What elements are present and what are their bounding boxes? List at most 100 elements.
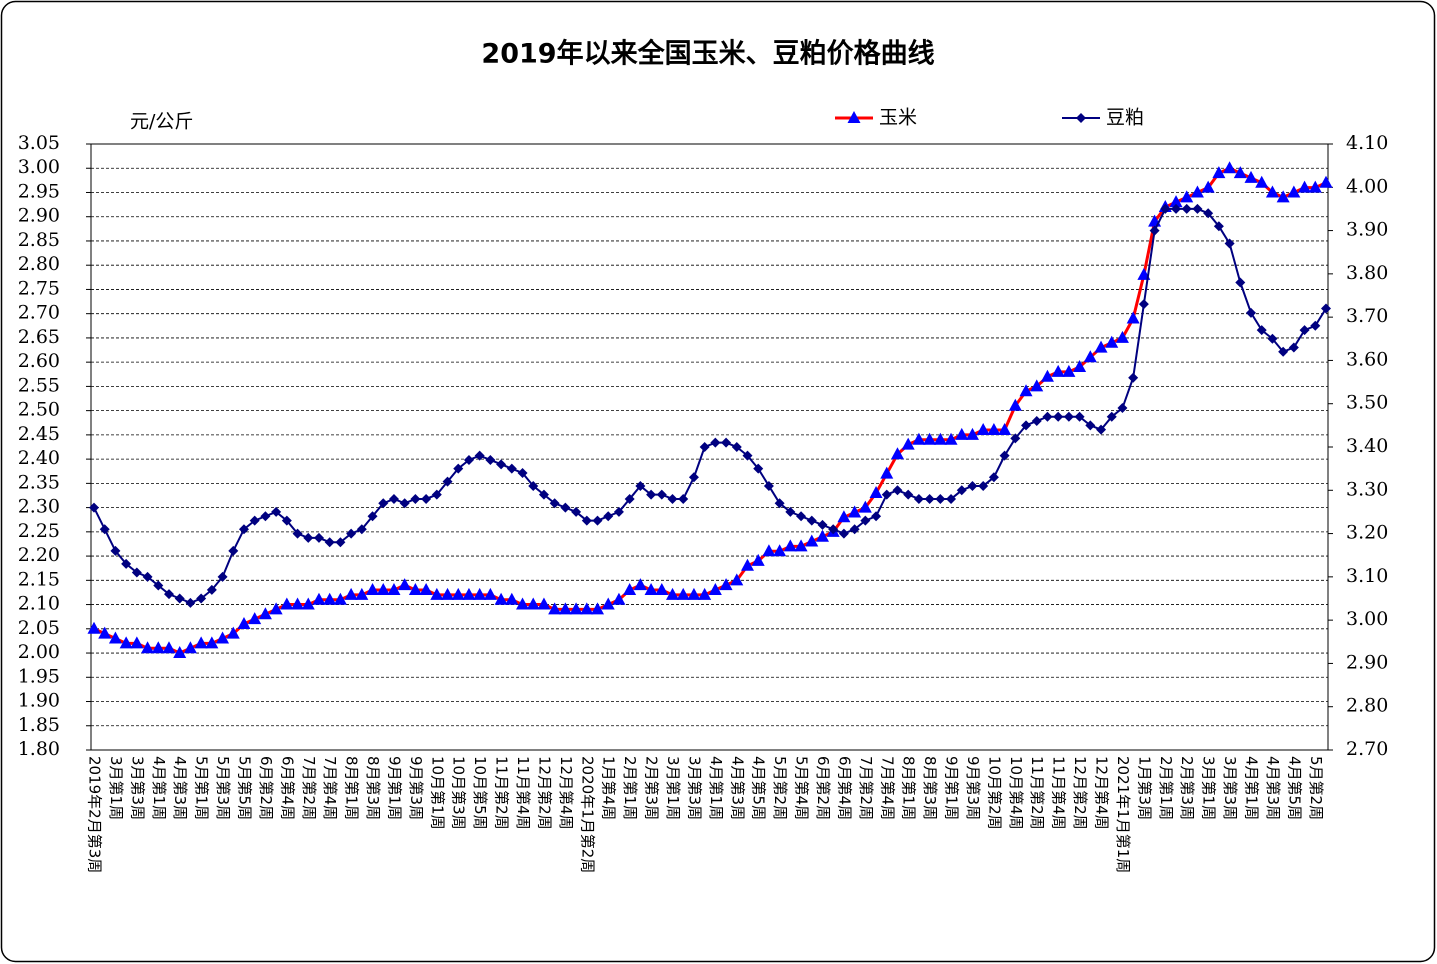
marker [1256,325,1267,336]
x-tick-label: 2020年1月第2周 [578,756,596,873]
y-tick-label: 2.40 [18,447,60,469]
x-tick-label: 3月第1周 [107,756,125,820]
x-tick-label: 11月第4周 [514,756,532,830]
marker [248,612,262,625]
marker [335,537,346,548]
marker [344,587,358,600]
marker [410,493,421,504]
marker [526,597,540,610]
marker [271,506,282,517]
marker [226,626,240,639]
marker [569,602,583,615]
x-tick-label: 5月第2周 [1307,756,1325,820]
marker [228,545,239,556]
x-tick-label: 11月第2周 [493,756,511,830]
marker [838,528,849,539]
marker [451,587,465,600]
marker [955,427,969,440]
marker [258,607,272,620]
marker [1180,190,1194,203]
y2-tick-label: 3.70 [1346,305,1388,327]
marker [740,558,754,571]
marker [1212,166,1226,179]
marker [1021,420,1032,431]
marker [1105,335,1119,348]
y-tick-label: 2.85 [18,229,60,251]
y-tick-label: 2.80 [18,253,60,275]
y2-tick-label: 3.60 [1346,348,1388,370]
marker [1083,350,1097,363]
marker [110,545,121,556]
x-tick-label: 2月第1周 [1157,756,1175,820]
marker [99,524,110,535]
x-tick-label: 8月第3周 [364,756,382,820]
marker [301,597,315,610]
marker [667,493,678,504]
y-tick-label: 1.90 [18,690,60,712]
marker [442,476,453,487]
marker [1106,411,1117,422]
x-tick-label: 9月第1周 [385,756,403,820]
marker [388,493,399,504]
marker [1149,225,1160,236]
marker [1308,180,1322,193]
marker [965,427,979,440]
marker [999,450,1010,461]
marker [142,571,153,582]
marker [849,524,860,535]
x-tick-label: 2月第1周 [621,756,639,820]
marker [1117,403,1128,414]
x-tick-label: 7月第4周 [878,756,896,820]
y2-tick-label: 4.00 [1346,175,1388,197]
marker [1160,203,1171,214]
x-tick-label: 6月第2周 [814,756,832,820]
y-tick-label: 2.90 [18,205,60,227]
x-tick-label: 12月第2周 [535,756,553,830]
marker [376,583,390,596]
marker [119,636,133,649]
x-tick-label: 3月第3周 [1221,756,1239,820]
marker [237,616,251,629]
y2-tick-label: 4.10 [1346,132,1388,154]
marker [624,493,635,504]
marker [346,528,357,539]
x-tick-label: 5月第4周 [793,756,811,820]
x-tick-label: 10月第3周 [450,756,468,830]
x-tick-label: 5月第5周 [235,756,253,820]
y-tick-label: 3.05 [18,132,60,154]
marker [666,587,680,600]
marker [408,583,422,596]
marker [323,592,337,605]
marker [956,485,967,496]
marker [912,432,926,445]
marker [249,515,260,526]
y-tick-label: 1.80 [18,738,60,760]
x-tick-label: 12月第2周 [1071,756,1089,830]
marker [367,511,378,522]
x-tick-label: 4月第1周 [707,756,725,820]
x-tick-label: 12月第4周 [1093,756,1111,830]
y-tick-label: 2.75 [18,277,60,299]
marker [687,587,701,600]
marker [292,528,303,539]
marker [1062,364,1076,377]
marker [173,646,187,659]
marker [913,493,924,504]
marker [260,511,271,522]
marker [1085,420,1096,431]
marker [978,480,989,491]
chart-title: 2019年以来全国玉米、豆粕价格曲线 [481,38,934,70]
y-tick-label: 2.00 [18,641,60,663]
marker [903,489,914,500]
marker [603,511,614,522]
marker [710,437,721,448]
marker [538,489,549,500]
marker [151,641,165,654]
y-tick-label: 3.00 [18,156,60,178]
x-tick-label: 10月第4周 [1007,756,1025,830]
marker [1008,398,1022,411]
x-tick-label: 7月第4周 [321,756,339,820]
y2-tick-label: 3.80 [1346,262,1388,284]
marker [1096,424,1107,435]
marker [366,583,380,596]
